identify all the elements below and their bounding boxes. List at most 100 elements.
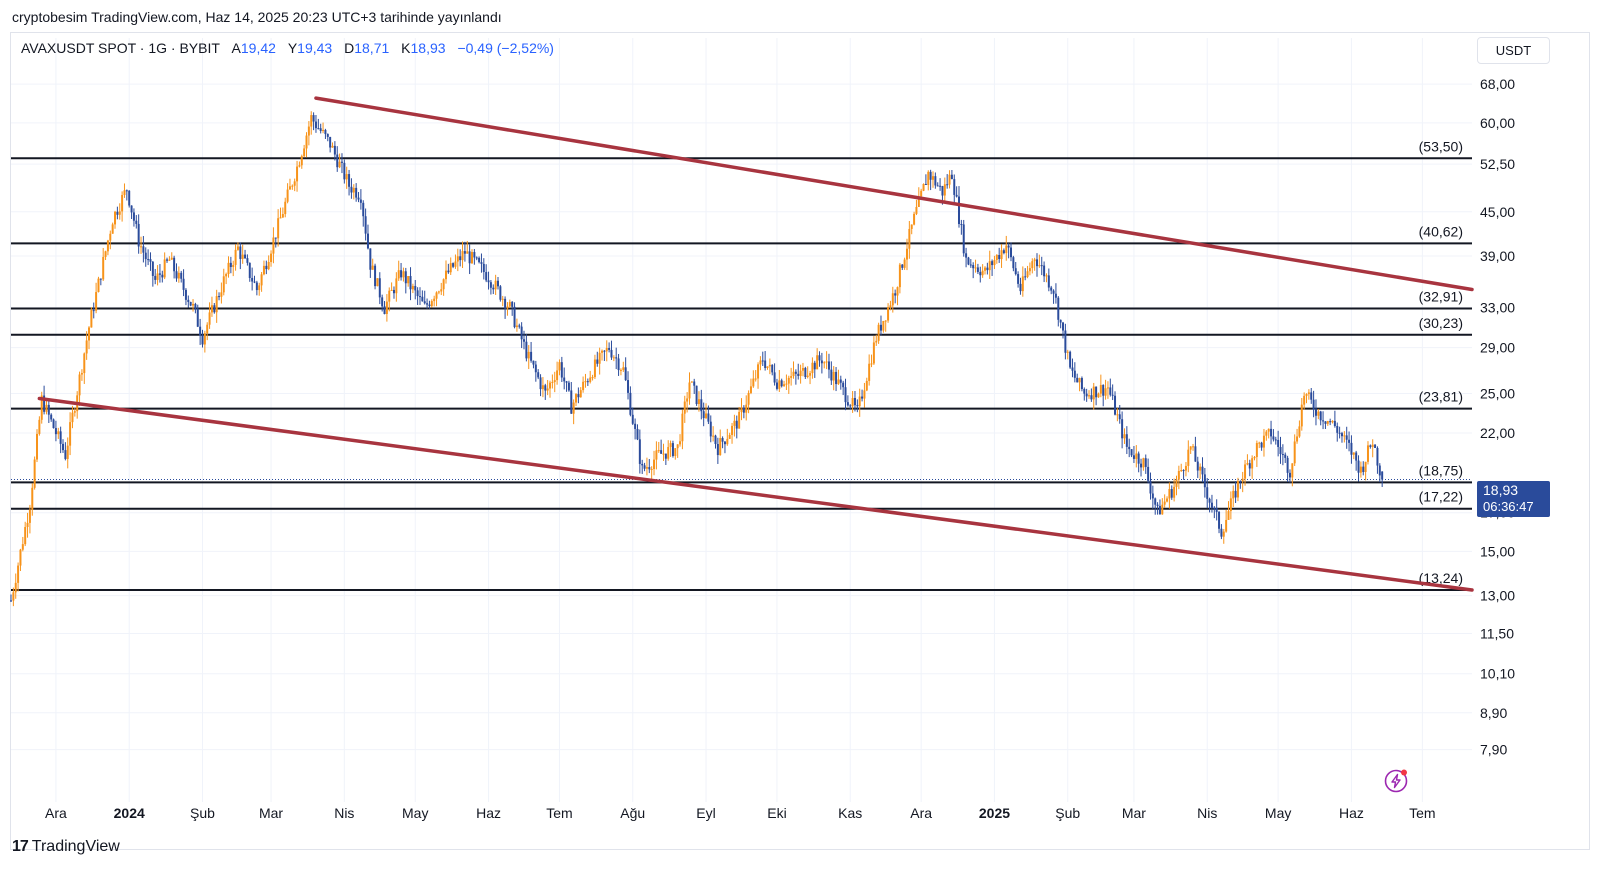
candle-body: [192, 303, 195, 306]
candle-body: [92, 310, 95, 312]
candle-body: [392, 289, 395, 294]
legend-symbol[interactable]: AVAXUSDT SPOT · 1G · BYBIT: [21, 40, 220, 56]
x-tick-label: Şub: [1055, 805, 1080, 821]
candle-body: [934, 176, 937, 186]
candle-body: [322, 129, 325, 132]
candle-body: [1374, 444, 1377, 448]
candle-body: [1142, 458, 1145, 468]
candle-body: [846, 402, 849, 406]
candle-body: [40, 395, 43, 420]
candle-body: [683, 401, 686, 414]
candle-body: [506, 306, 509, 309]
candle-body: [622, 367, 625, 370]
candle-body: [603, 350, 606, 352]
candle-body: [1085, 393, 1088, 397]
candle-body: [920, 190, 923, 197]
candle-body: [1355, 452, 1358, 461]
candle-body: [820, 360, 823, 364]
candle-body: [1121, 419, 1124, 439]
candle-body: [199, 326, 202, 336]
candle-body: [1359, 466, 1362, 473]
candle-body: [177, 272, 180, 279]
candle-body: [549, 382, 552, 389]
candle-body: [532, 360, 535, 365]
candle-body: [523, 339, 526, 342]
candle-body: [515, 325, 518, 328]
candle-body: [577, 394, 580, 398]
candle-body: [1069, 351, 1072, 368]
candle-body: [213, 305, 216, 313]
candle-body: [201, 335, 204, 345]
candle-body: [1281, 454, 1284, 456]
candle-body: [894, 293, 897, 296]
candle-body: [260, 274, 263, 286]
candle-body: [291, 185, 294, 187]
candle-body: [449, 263, 452, 273]
candle-body: [787, 377, 790, 384]
y-tick-label: 11,50: [1480, 626, 1514, 642]
candle-body: [149, 259, 152, 262]
x-tick-label: Ara: [910, 805, 932, 821]
candle-body: [329, 136, 332, 148]
candle-body: [1170, 489, 1173, 498]
candle-body: [1043, 265, 1046, 277]
candle-body: [693, 381, 696, 386]
chart-frame[interactable]: [10, 32, 1590, 850]
candle-body: [281, 214, 284, 218]
candle-body: [482, 263, 485, 273]
candle-body: [246, 258, 249, 263]
candle-body: [319, 128, 322, 132]
candle-body: [109, 233, 112, 241]
candle-body: [766, 366, 769, 368]
candle-body: [390, 289, 393, 291]
candle-body: [957, 196, 960, 225]
candle-body: [317, 128, 320, 130]
candle-body: [775, 382, 778, 389]
candle-body: [36, 433, 39, 460]
candle-body: [19, 549, 22, 566]
candle-body: [946, 184, 949, 186]
x-tick-label: May: [1265, 805, 1291, 821]
candle-body: [147, 259, 150, 261]
candle-body: [681, 413, 684, 442]
candle-body: [1092, 386, 1095, 400]
candle-body: [915, 206, 918, 214]
y-tick-label: 45,00: [1480, 204, 1515, 220]
candle-body: [953, 179, 956, 195]
candle-body: [551, 381, 554, 383]
candle-body: [447, 270, 450, 273]
candle-body: [773, 372, 776, 383]
candle-body: [227, 262, 230, 275]
candle-body: [723, 441, 726, 445]
candle-body: [525, 341, 528, 359]
candle-body: [1364, 461, 1367, 473]
candle-body: [641, 463, 644, 466]
currency-button[interactable]: USDT: [1477, 37, 1550, 64]
candle-body: [1225, 519, 1228, 532]
lightning-bolt-icon[interactable]: [1383, 768, 1409, 794]
candle-body: [596, 359, 599, 364]
candle-body: [428, 304, 431, 307]
candle-body: [740, 407, 743, 412]
x-tick-label: Nis: [1197, 805, 1217, 821]
candle-body: [832, 371, 835, 381]
tradingview-footer[interactable]: 17 TradingView: [12, 838, 120, 856]
candle-body: [1184, 465, 1187, 471]
candle-body: [1019, 283, 1022, 292]
candle-body: [690, 381, 693, 383]
candle-body: [780, 380, 783, 387]
candle-body: [1298, 426, 1301, 437]
candle-body: [870, 363, 873, 365]
candle-body: [811, 362, 814, 374]
candle-body: [1052, 290, 1055, 294]
candle-body: [1177, 470, 1180, 480]
candle-body: [203, 333, 206, 345]
candle-body: [749, 386, 752, 393]
candle-body: [624, 367, 627, 381]
candle-body: [1279, 446, 1282, 455]
candle-body: [350, 186, 353, 193]
candle-body: [324, 129, 327, 135]
candle-body: [827, 361, 830, 370]
candle-body: [631, 414, 634, 424]
